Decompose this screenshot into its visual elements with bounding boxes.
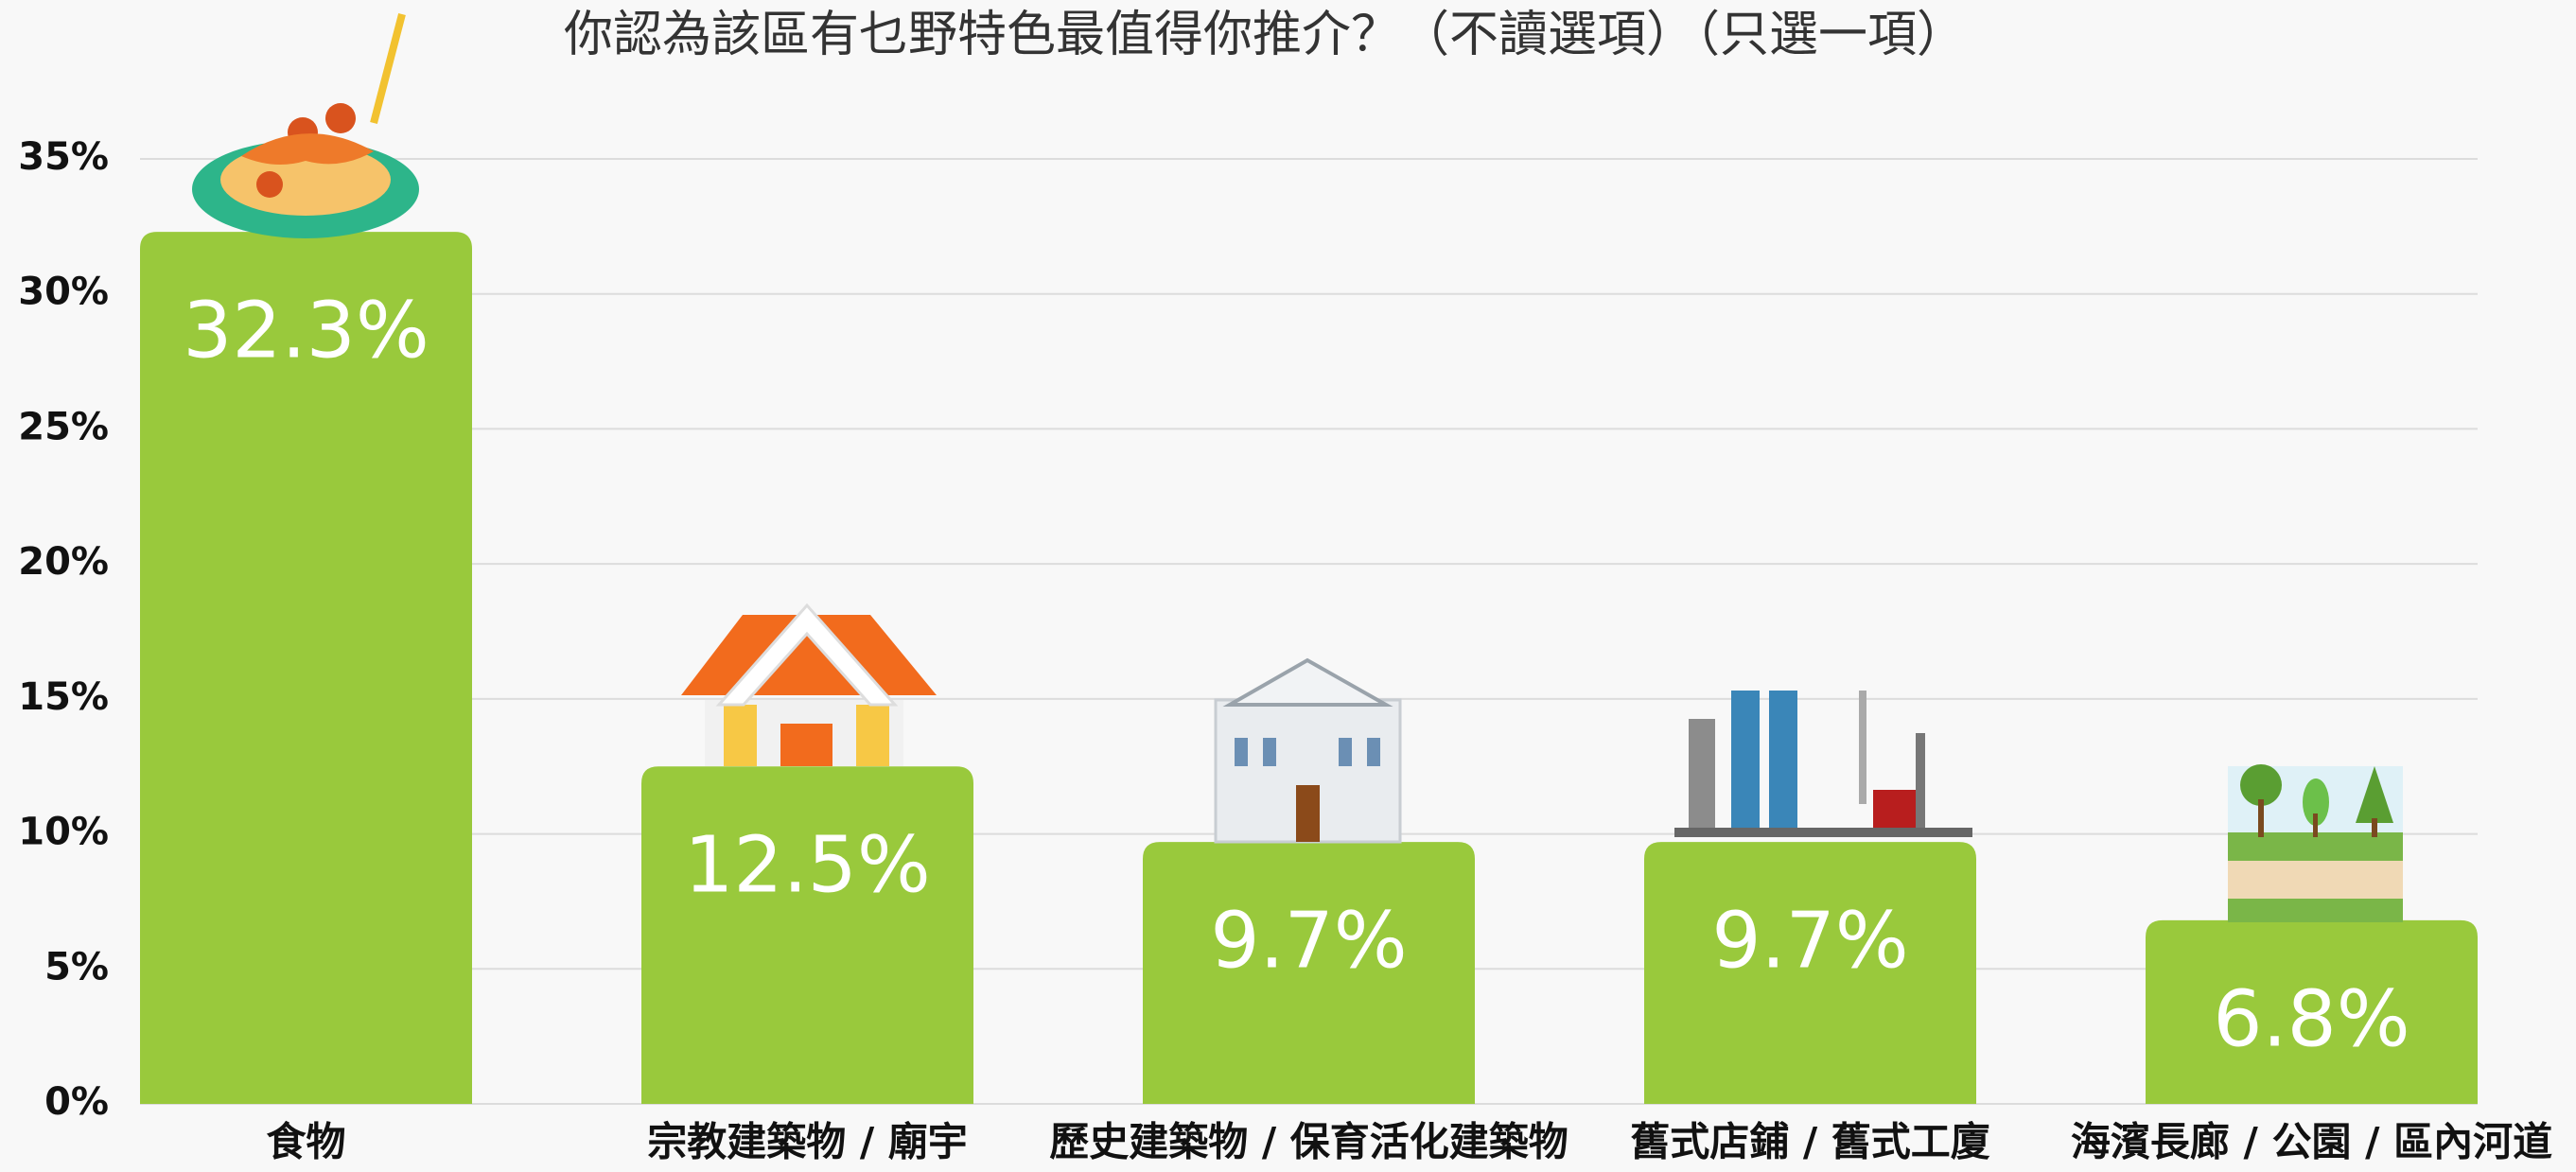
bar — [1644, 842, 1976, 1104]
bar — [140, 232, 472, 1104]
y-tick-label: 0% — [44, 1080, 109, 1124]
y-tick-label: 30% — [18, 271, 109, 314]
value-label: 6.8% — [2213, 974, 2410, 1064]
value-label: 12.5% — [684, 821, 931, 911]
chart-title: 你認為該區有乜野特色最值得你推介？（不讀選項）（只選一項） — [564, 7, 1966, 63]
y-tick-label: 25% — [18, 405, 109, 448]
value-label: 9.7% — [1210, 897, 1407, 987]
temple-icon — [681, 603, 937, 766]
x-tick-label: 宗教建築物 / 廟宇 — [647, 1119, 968, 1165]
x-tick-label: 食物 — [266, 1119, 345, 1165]
bar — [1143, 842, 1475, 1104]
x-tick-label: 歷史建築物 / 保育活化建築物 — [1049, 1119, 1568, 1165]
building-icon — [1214, 657, 1402, 844]
food-icon — [192, 12, 419, 238]
y-tick-label: 10% — [18, 811, 109, 854]
plot-area: 0% 5% 10% 15% 20% 25% 30% 35% 32.3% 食物 12.5% 宗教建築物 … — [18, 135, 2552, 1165]
bar — [2146, 919, 2478, 1104]
x-tick-label: 舊式店鋪 / 舊式工廈 — [1630, 1119, 1990, 1165]
bar — [641, 766, 973, 1104]
park-icon — [2228, 764, 2403, 922]
x-tick-label: 海濱長廊 / 公園 / 區內河道 — [2071, 1119, 2552, 1165]
value-label: 9.7% — [1711, 897, 1908, 987]
y-tick-label: 15% — [18, 675, 109, 719]
y-tick-label: 35% — [18, 135, 109, 179]
y-tick-label: 5% — [44, 945, 109, 988]
value-label: 32.3% — [183, 287, 429, 376]
factory-icon — [1674, 691, 1972, 837]
y-tick-label: 20% — [18, 540, 109, 584]
